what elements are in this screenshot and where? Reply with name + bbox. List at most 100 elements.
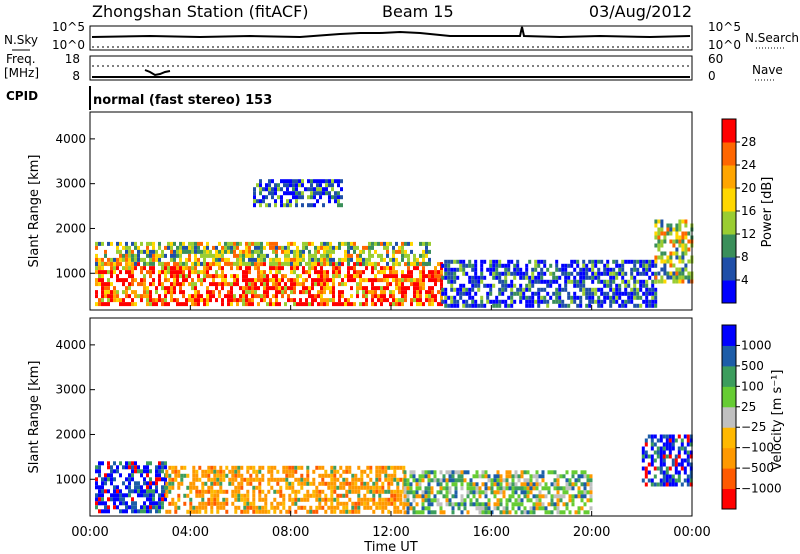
echo-cell [541, 478, 545, 483]
echo-cell [155, 469, 158, 474]
echo-cell [568, 486, 572, 491]
echo-cell [677, 446, 681, 451]
echo-cell [277, 187, 280, 192]
echo-cell [274, 203, 277, 208]
echo-cell [579, 271, 583, 276]
echo-cell [415, 490, 419, 495]
echo-cell [290, 298, 293, 303]
echo-cell [418, 486, 422, 491]
echo-cell [307, 203, 310, 208]
echo-cell [243, 509, 247, 514]
echo-cell [546, 267, 550, 272]
echo-cell [407, 253, 410, 258]
echo-cell [231, 465, 235, 470]
echo-cell [431, 278, 434, 283]
echo-cell [573, 267, 577, 272]
echo-cell [357, 485, 361, 490]
echo-cell [374, 249, 377, 254]
nsky-label: N.Sky [4, 33, 38, 47]
echo-cell [324, 473, 328, 478]
echo-cell [242, 249, 245, 254]
echo-cell [624, 287, 628, 292]
echo-cell [436, 498, 440, 503]
echo-cell [110, 241, 113, 246]
echo-cell [510, 259, 514, 264]
echo-cell [122, 509, 125, 514]
echo-cell [574, 494, 578, 499]
echo-cell [653, 442, 657, 447]
echo-cell [203, 270, 206, 275]
echo-cell [386, 286, 389, 291]
echo-cell [260, 298, 263, 303]
echo-cell [627, 299, 631, 304]
echo-cell [359, 282, 362, 287]
echo-cell [540, 299, 544, 304]
echo-cell [519, 283, 523, 288]
echo-cell [597, 295, 601, 300]
echo-cell [282, 469, 286, 474]
echo-cell [648, 259, 652, 264]
echo-cell [665, 454, 669, 459]
echo-cell [392, 294, 395, 299]
echo-cell [236, 261, 239, 266]
echo-cell [612, 295, 616, 300]
echo-cell [305, 241, 308, 246]
echo-cell [612, 291, 616, 296]
echo-cell [409, 486, 413, 491]
echo-cell [540, 275, 544, 280]
velocity-colorbar [721, 324, 737, 510]
echo-cell [165, 485, 169, 490]
echo-cell [101, 266, 104, 271]
echo-cell [363, 501, 367, 506]
echo-cell [456, 259, 460, 264]
echo-cell [170, 298, 173, 303]
echo-cell [359, 270, 362, 275]
echo-cell [257, 257, 260, 262]
echo-cell [555, 267, 559, 272]
echo-cell [501, 279, 505, 284]
echo-cell [95, 261, 98, 266]
echo-cell [475, 486, 479, 491]
echo-cell [474, 279, 478, 284]
echo-cell [378, 497, 382, 502]
echo-cell [683, 450, 687, 455]
echo-cell [415, 478, 419, 483]
echo-cell [564, 263, 568, 268]
echo-cell [128, 461, 131, 466]
echo-cell [348, 465, 352, 470]
echo-cell [662, 458, 666, 463]
echo-cell [161, 253, 164, 258]
echo-cell [179, 270, 182, 275]
echo-cell [556, 482, 560, 487]
echo-cell [665, 478, 669, 483]
echo-cell [514, 486, 518, 491]
echo-cell [213, 465, 217, 470]
echo-cell [215, 286, 218, 291]
echo-cell [258, 509, 262, 514]
echo-cell [451, 506, 455, 511]
echo-cell [158, 245, 161, 250]
echo-cell [185, 302, 188, 307]
echo-cell [618, 271, 622, 276]
echo-cell [380, 286, 383, 291]
echo-cell [645, 303, 649, 308]
echo-cell [310, 183, 313, 188]
echo-cell [146, 469, 149, 474]
echo-cell [270, 477, 274, 482]
echo-cell [531, 295, 535, 300]
echo-cell [495, 271, 499, 276]
echo-cell [212, 253, 215, 258]
echo-cell [146, 249, 149, 254]
echo-cell [140, 505, 143, 510]
echo-cell [477, 287, 481, 292]
echo-cell [305, 278, 308, 283]
echo-cell [597, 275, 601, 280]
echo-cell [323, 261, 326, 266]
echo-cell [510, 303, 514, 308]
echo-cell [131, 461, 134, 466]
echo-cell [294, 465, 298, 470]
echo-cell [396, 489, 400, 494]
echo-cell [505, 482, 509, 487]
echo-cell [206, 270, 209, 275]
echo-cell [645, 295, 649, 300]
